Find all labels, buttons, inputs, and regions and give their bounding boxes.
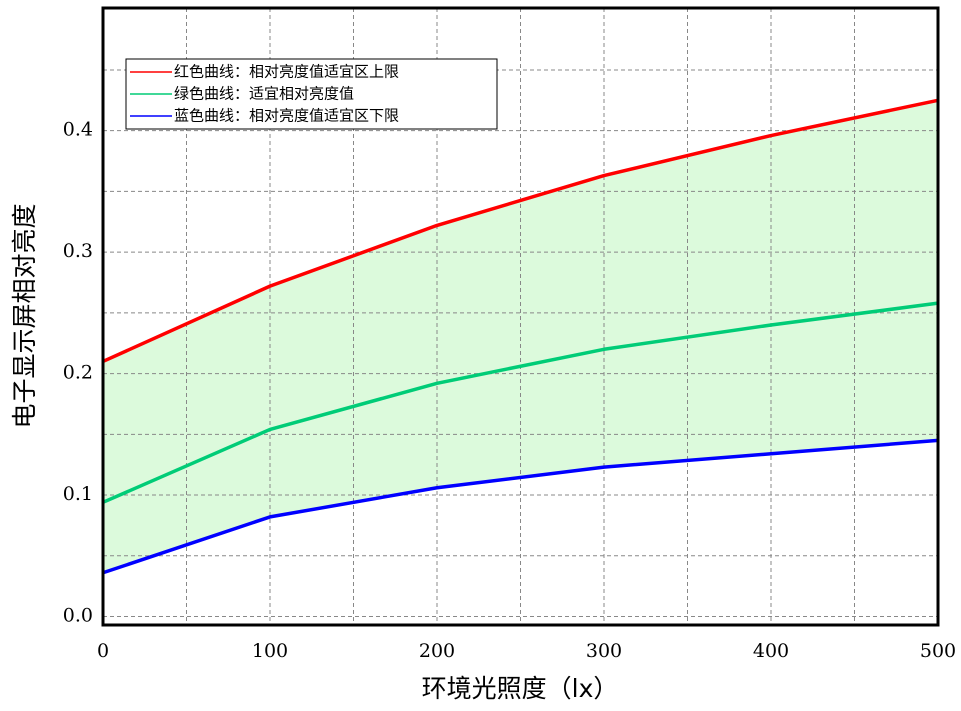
series-line — [102, 438, 939, 575]
legend-label: 红色曲线：相对亮度值适宜区上限 — [174, 63, 399, 81]
y-tick-label: 0.2 — [63, 362, 93, 384]
x-tick-label: 0 — [97, 640, 109, 662]
y-axis-label: 电子显示屏相对亮度 — [10, 203, 39, 428]
y-tick-label: 0.1 — [63, 483, 93, 505]
legend-box — [125, 58, 498, 130]
x-tick-label: 400 — [753, 640, 789, 662]
x-tick-label: 100 — [252, 640, 288, 662]
x-tick-label: 200 — [419, 640, 455, 662]
series-line — [102, 301, 939, 504]
x-tick-label: 500 — [920, 640, 956, 662]
y-tick-label: 0.3 — [63, 240, 93, 262]
series-line — [102, 98, 939, 364]
band-fill — [103, 100, 938, 573]
y-tick-label: 0.0 — [63, 604, 93, 626]
legend-label: 蓝色曲线：相对亮度值适宜区下限 — [174, 107, 399, 125]
plot-frame — [101, 6, 940, 627]
x-axis-label: 环境光照度（lx） — [422, 674, 619, 703]
x-tick-label: 300 — [586, 640, 622, 662]
legend-label: 绿色曲线：适宜相对亮度值 — [174, 85, 354, 103]
y-tick-label: 0.4 — [63, 119, 93, 141]
